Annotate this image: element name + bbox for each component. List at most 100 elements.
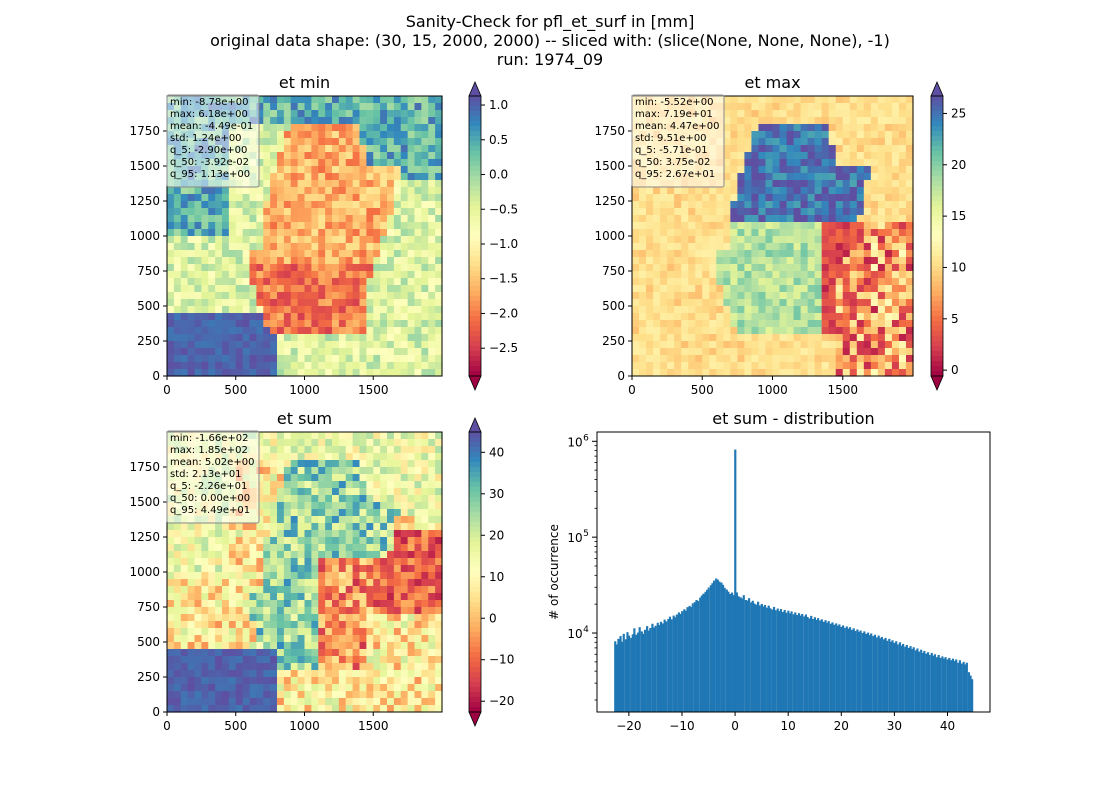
histogram-bar (958, 660, 962, 712)
histogram-bar (732, 595, 735, 712)
histogram-bar (690, 606, 693, 712)
et-min-xtick-label: 0 (163, 383, 171, 397)
et-max-title: et max (744, 73, 800, 92)
histogram-bar (921, 652, 924, 712)
et-max-ytick-label: 250 (602, 334, 625, 348)
et-max-stat-line: max: 7.19e+01 (635, 109, 713, 120)
histogram-bar (781, 611, 785, 712)
histogram-bar (723, 587, 726, 712)
histogram-bar (742, 595, 745, 712)
et-max-ytick-label: 750 (602, 264, 625, 278)
et-sum-panel: et sum 0 500 1000 1500 0 250 500 750 1000 1250 1500… (129, 409, 514, 733)
histogram-bar (619, 636, 622, 712)
histogram-bar (792, 614, 795, 712)
histogram-xtick-label: 20 (834, 719, 849, 733)
histogram-bar (949, 660, 952, 712)
histogram-bar (668, 616, 672, 712)
et-min-colorbar-tick-label: 0.5 (489, 133, 508, 147)
et-sum-ytick-label: 1750 (129, 460, 160, 474)
histogram-bar (672, 615, 675, 712)
histogram-bar (614, 641, 617, 712)
histogram-bar (704, 591, 707, 712)
histogram-bar (706, 589, 709, 712)
et-max-ytick-label: 1000 (594, 229, 625, 243)
histogram-bar (926, 652, 930, 712)
et-min-ytick-label: 250 (137, 334, 160, 348)
et-max-colorbar: 25 20 15 10 5 0 (930, 80, 966, 392)
histogram-bar (942, 658, 946, 712)
et-sum-ytick-label: 1250 (129, 530, 160, 544)
et-sum-stat-line: q_95: 4.49e+01 (170, 505, 250, 516)
histogram-bar (856, 629, 859, 712)
histogram-bar (904, 646, 907, 712)
histogram-bar (824, 620, 827, 712)
et-min-ytick-label: 1750 (129, 124, 160, 138)
suptitle-line-3: run: 1974_09 (496, 50, 604, 69)
histogram-bar (675, 614, 678, 712)
et-max-colorbar-tick-label: 25 (951, 106, 966, 120)
histogram-bar (969, 675, 972, 712)
et-sum-stat-line: std: 2.13e+01 (170, 469, 242, 480)
et-min-colorbar-tick-label: −1.0 (489, 237, 518, 251)
histogram-bar (617, 638, 620, 712)
et-min-panel: et min 0 500 1000 1500 0 250 500 750 1000 1250 1500… (129, 73, 518, 397)
et-sum-ytick-label: 750 (137, 600, 160, 614)
histogram-bar (762, 606, 765, 712)
histogram-bar (909, 646, 912, 712)
histogram-bar (776, 608, 779, 712)
histogram-xtick-label: 10 (781, 719, 796, 733)
histogram-bar (801, 613, 804, 712)
histogram-bar (683, 609, 686, 712)
histogram-bar (893, 642, 896, 712)
histogram-ytick-exponent: 5 (583, 529, 589, 539)
et-max-stat-line: q_5: -5.71e-01 (635, 145, 708, 156)
histogram-bar (631, 634, 634, 712)
histogram-bar (884, 637, 887, 712)
et-max-stat-line: min: -5.52e+00 (635, 97, 714, 108)
histogram-bar (822, 621, 825, 712)
histogram-bar (757, 601, 760, 712)
histogram-bar (727, 591, 730, 712)
histogram-bar (783, 609, 786, 712)
et-max-colorbar-tick-label: 0 (951, 363, 959, 377)
histogram-bar (638, 627, 641, 712)
histogram-bar (817, 618, 820, 712)
histogram-ytick-exponent: 4 (583, 625, 589, 635)
histogram-bar (785, 612, 788, 712)
histogram-bar (626, 632, 629, 712)
histogram-bar (852, 628, 855, 712)
histogram-bar (888, 638, 891, 712)
histogram-bar (699, 597, 702, 712)
et-max-ytick-label: 0 (617, 369, 625, 383)
histogram-ytick-label: 10 (567, 435, 582, 449)
histogram-bar (820, 619, 823, 712)
histogram-bar (725, 589, 728, 712)
histogram-bar (642, 633, 645, 712)
histogram-bar (877, 635, 880, 712)
et-max-xtick-label: 0 (628, 383, 636, 397)
et-max-ytick-label: 1750 (594, 124, 625, 138)
histogram-bar (695, 600, 698, 712)
histogram-bar (866, 632, 870, 712)
histogram-bar (808, 618, 811, 712)
histogram-bar (630, 637, 633, 712)
histogram-bar (790, 611, 793, 712)
et-max-colorbar-tick-label: 15 (951, 209, 966, 223)
histogram-bar (971, 679, 974, 712)
et-min-colorbar-tick-label: −2.0 (489, 306, 518, 320)
histogram-bar (779, 609, 783, 712)
histogram-bar (718, 581, 721, 712)
histogram-bar (755, 604, 758, 712)
et-max-xtick-label: 1000 (757, 383, 788, 397)
histogram-bar (753, 603, 756, 712)
histogram-xtick-label: 30 (887, 719, 902, 733)
histogram-bar (933, 654, 937, 712)
histogram-bar (720, 582, 723, 712)
histogram-bar (646, 626, 649, 712)
histogram-bar (799, 615, 802, 712)
et-max-stat-line: q_95: 2.67e+01 (635, 169, 715, 180)
histogram-bar (697, 600, 700, 712)
